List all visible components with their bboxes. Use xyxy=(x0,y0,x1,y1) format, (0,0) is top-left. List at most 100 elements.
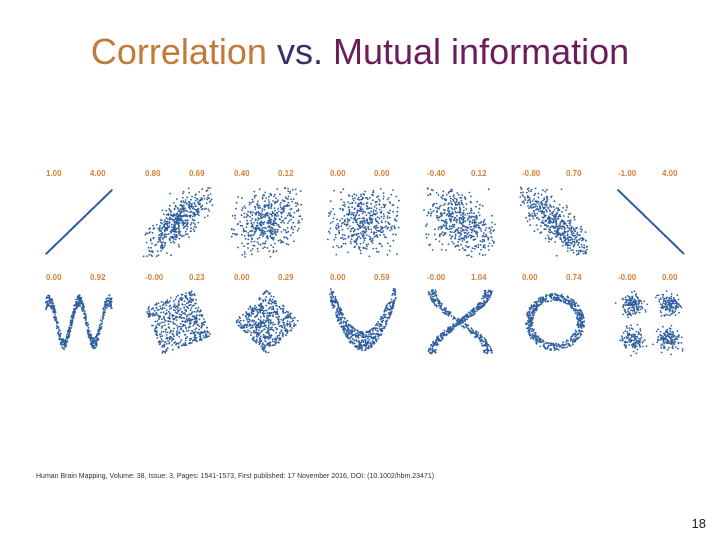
scatter-point xyxy=(90,342,92,344)
scatter-point xyxy=(245,213,248,216)
scatter-point xyxy=(177,222,180,225)
scatter-point xyxy=(275,250,278,252)
scatter-point xyxy=(289,329,292,332)
scatter-point xyxy=(356,243,358,246)
scatter-point xyxy=(389,209,391,212)
scatter-point xyxy=(278,225,280,228)
scatter-point xyxy=(335,228,338,230)
scatter-point xyxy=(374,227,377,230)
scatter-point xyxy=(451,231,453,233)
scatter-point xyxy=(329,222,332,224)
scatter-point xyxy=(252,312,255,315)
scatter-point xyxy=(267,222,270,225)
scatter-point xyxy=(248,203,251,206)
scatter-point xyxy=(151,324,153,327)
scatter-point xyxy=(255,329,258,332)
scatter-point xyxy=(291,327,293,329)
scatter-point xyxy=(256,241,259,243)
scatter-point xyxy=(440,196,443,198)
scatter-point xyxy=(242,324,245,327)
scatter-point xyxy=(549,229,552,232)
scatter-point xyxy=(102,311,105,313)
scatter-point xyxy=(458,217,461,219)
scatter-point xyxy=(194,307,197,310)
scatter-point xyxy=(253,240,256,243)
scatter-point xyxy=(354,218,356,221)
scatter-point xyxy=(104,300,107,303)
scatter-point xyxy=(180,201,183,203)
scatter-point xyxy=(263,214,266,216)
scatter-point xyxy=(234,217,236,220)
scatter-point xyxy=(282,219,285,222)
scatter-point xyxy=(257,318,260,321)
scatter-point xyxy=(534,214,537,217)
scatter-point xyxy=(175,342,178,345)
scatter-point xyxy=(371,242,374,244)
scatter-point xyxy=(268,345,271,347)
scatter-point xyxy=(544,201,547,203)
scatter-point xyxy=(361,217,364,220)
scatter-point xyxy=(529,200,532,203)
scatter-point xyxy=(205,333,208,336)
scatter-point xyxy=(149,250,152,253)
scatter-point xyxy=(569,239,572,242)
scatter-point xyxy=(171,235,174,238)
scatter-point xyxy=(462,225,464,228)
scatter-point xyxy=(57,241,60,243)
scatter-point xyxy=(354,197,356,199)
scatter-point xyxy=(582,250,584,252)
scatter-point xyxy=(372,211,375,213)
scatter-point xyxy=(282,228,285,231)
scatter-point xyxy=(151,242,153,245)
scatter-point xyxy=(164,324,166,327)
scatter-point xyxy=(431,249,434,251)
scatter-point xyxy=(270,334,273,337)
scatter-point xyxy=(466,254,468,257)
scatter-point xyxy=(570,236,573,239)
scatter-point xyxy=(380,227,383,229)
scatter-point xyxy=(375,204,378,206)
scatter-point xyxy=(462,213,465,216)
scatter-point xyxy=(258,217,261,220)
panel-labels: -1.00 4.00 xyxy=(618,169,688,179)
scatter-point xyxy=(285,236,288,239)
scatter-point xyxy=(480,230,483,232)
scatter-point xyxy=(165,328,168,331)
scatter-point xyxy=(554,227,556,229)
scatter-point xyxy=(182,312,185,315)
scatter-point xyxy=(487,249,490,251)
scatter-point xyxy=(545,195,548,198)
scatter-point xyxy=(255,338,258,341)
scatter-point xyxy=(211,204,214,206)
scatter-point xyxy=(174,227,176,229)
scatter-point xyxy=(562,207,564,209)
scatter-point xyxy=(394,219,396,222)
scatter-point xyxy=(157,323,159,325)
scatter-point xyxy=(198,202,201,205)
scatter-point xyxy=(334,233,337,236)
scatter-point xyxy=(341,228,344,231)
scatter-point xyxy=(87,326,90,329)
scatter-point xyxy=(579,250,581,253)
scatter-point xyxy=(73,310,76,313)
scatter-point xyxy=(329,227,332,230)
scatter-point xyxy=(168,341,171,344)
scatter-point xyxy=(377,251,380,253)
scatter-point xyxy=(203,323,205,326)
scatter-point xyxy=(255,309,258,312)
scatter-point xyxy=(386,242,389,245)
scatter-point xyxy=(543,197,546,199)
scatter-point xyxy=(581,228,584,231)
scatter-point xyxy=(154,330,156,333)
scatter-point xyxy=(181,303,184,306)
correlation-value: -0.00 xyxy=(145,273,164,282)
scatter-point xyxy=(546,188,548,191)
scatter-point xyxy=(456,192,459,194)
scatter-plot xyxy=(142,186,214,258)
scatter-point xyxy=(575,227,578,230)
scatter-point xyxy=(435,202,438,205)
scatter-point xyxy=(241,197,243,199)
scatter-point xyxy=(380,225,382,228)
scatter-point xyxy=(289,325,291,328)
scatter-point xyxy=(260,223,263,226)
